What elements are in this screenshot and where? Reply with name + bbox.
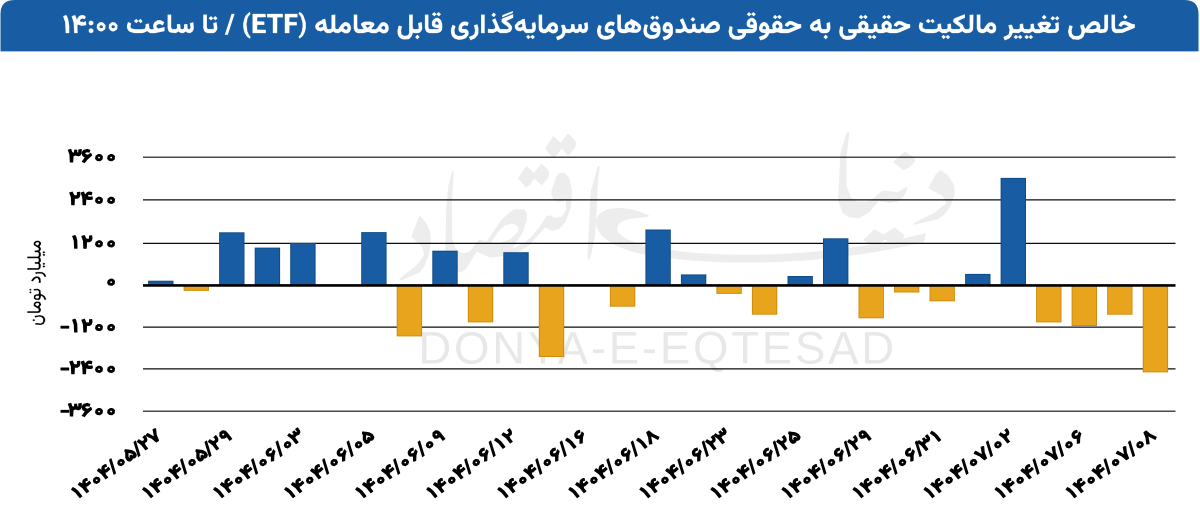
svg-text:DONYA-E-EQTESAD: DONYA-E-EQTESAD xyxy=(418,322,897,373)
